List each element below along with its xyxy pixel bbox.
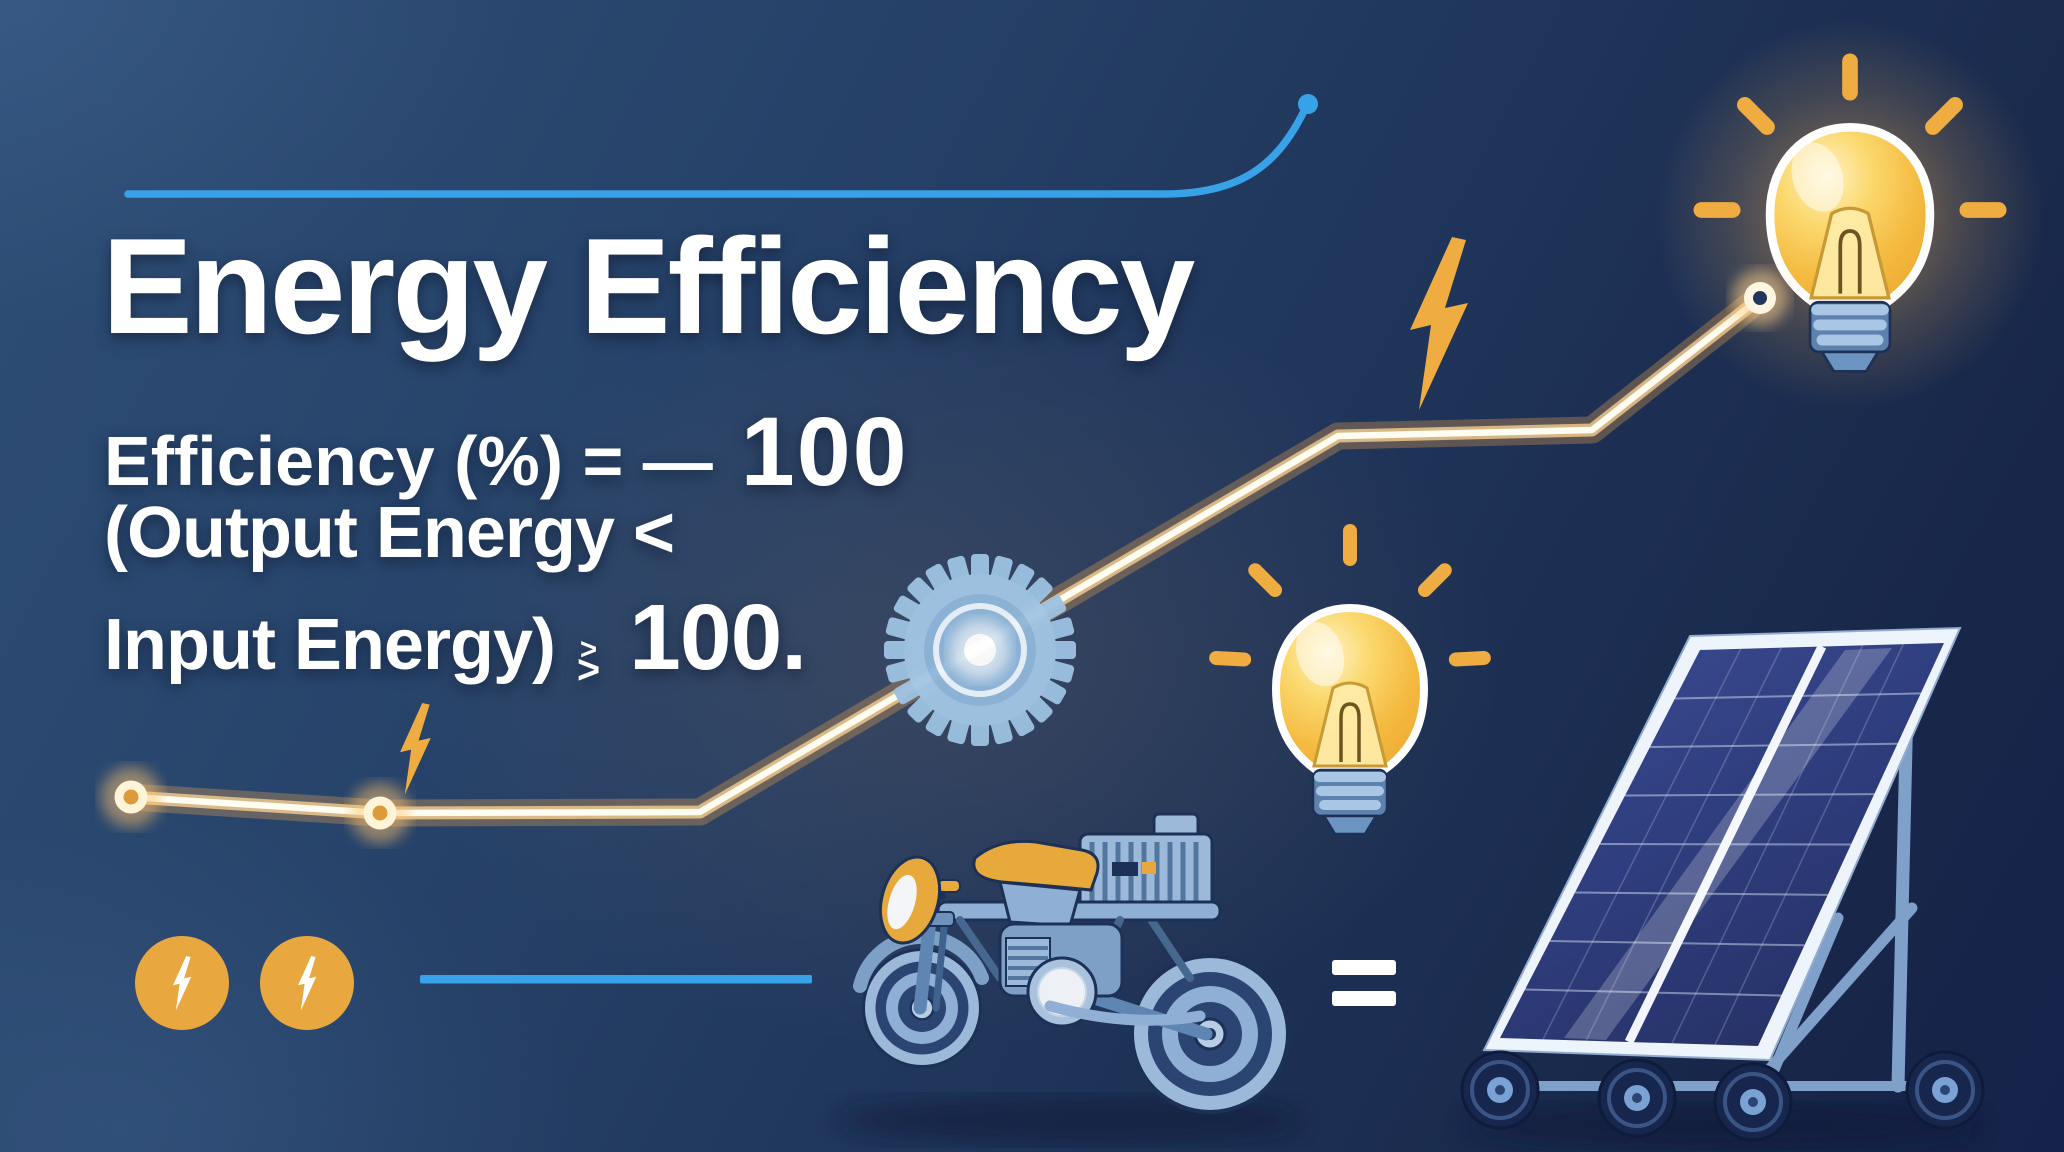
panel-sheen	[1564, 648, 1892, 1040]
solar-panel-illustration	[1460, 626, 1985, 1142]
page-title: Energy Efficiency	[102, 210, 1195, 362]
cart-wheel	[1713, 1062, 1793, 1142]
gear-icon	[884, 554, 1076, 746]
formula-line-3-label: Input Energy)	[104, 605, 556, 685]
headlight	[887, 874, 917, 930]
cart-wheel	[1460, 1050, 1540, 1130]
curve-accent-line	[124, 94, 1318, 198]
cart-wheel	[1597, 1058, 1677, 1138]
formula-line-2: (Output Energy <	[104, 492, 675, 574]
trend-node	[1732, 270, 1788, 326]
cart-wheel	[1905, 1050, 1985, 1130]
formula-line-1-label: Efficiency (%) = —	[104, 422, 713, 500]
motorcycle-illustration	[853, 812, 1290, 1114]
formula-line-1-value: 100	[740, 397, 909, 506]
lightning-bolt-icon	[1410, 237, 1468, 410]
small-lightning-bolt-icon	[400, 703, 431, 795]
light-bulb-icon	[1208, 524, 1492, 834]
formula-line-3: Input Energy) > > 100.	[104, 584, 807, 692]
formula-line-3-value: 100.	[629, 585, 807, 689]
trend-node	[350, 783, 410, 843]
glowing-light-bulb-icon	[1655, 20, 2045, 410]
greater-than-icon: > >	[577, 633, 600, 692]
formula-line-1: Efficiency (%) = — 100	[104, 396, 909, 508]
underline-accent-line	[420, 975, 812, 984]
formula-line-2-label: (Output Energy <	[104, 493, 675, 573]
energy-coin-icon	[260, 936, 354, 1030]
trend-node	[101, 767, 161, 827]
seat	[972, 839, 1100, 892]
equals-icon	[1332, 960, 1396, 1006]
panel-divider	[1624, 644, 1827, 1044]
energy-coin-icon	[135, 936, 229, 1030]
